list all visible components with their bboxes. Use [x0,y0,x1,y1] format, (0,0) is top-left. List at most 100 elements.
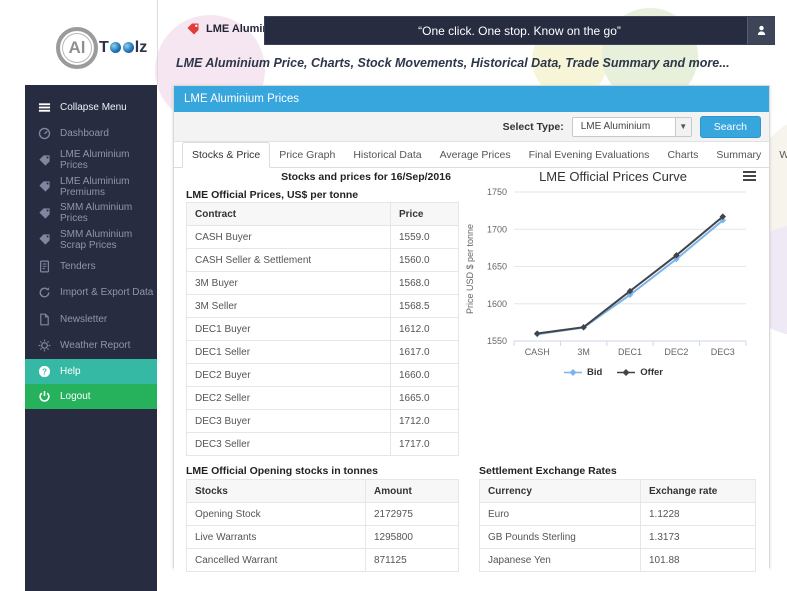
svg-text:DEC1: DEC1 [618,347,642,357]
table-row: Japanese Yen 101.88 [479,548,756,572]
sidebar-item-label: Logout [60,391,91,402]
table-cell: Euro [479,502,641,526]
tab-stocks-and-price[interactable]: Stocks & Price [182,142,271,168]
sidebar-item-smm-aluminium-scrap-prices[interactable]: SMM Aluminium Scrap Prices [25,227,157,254]
table-row: 3M Seller 1568.5 [186,294,459,318]
sidebar-item-label: SMM Aluminium Scrap Prices [60,228,133,251]
search-button[interactable]: Search [699,115,761,138]
sidebar-item-label: Tenders [60,260,96,272]
sidebar-item-newsletter[interactable]: Newsletter [25,306,157,333]
header-divider [157,0,158,85]
table-cell: DEC2 Seller [186,386,391,410]
table-cell: 1.1228 [640,502,756,526]
sidebar-item-lme-aluminium-prices[interactable]: LME Aluminium Prices [25,147,157,174]
tab-wsm[interactable]: WSM [779,149,787,161]
table-row: DEC1 Buyer 1612.0 [186,317,459,341]
tab-average-prices[interactable]: Average Prices [439,149,511,161]
table-row: Euro 1.1228 [479,502,756,526]
table-row: CASH Buyer 1559.0 [186,225,459,249]
power-icon [38,390,51,403]
sidebar-item-label: Newsletter [60,313,108,325]
svg-text:1650: 1650 [487,262,507,272]
user-menu-button[interactable] [747,17,774,44]
table-cell: 1568.5 [390,294,459,318]
table-cell: Live Warrants [186,525,366,549]
tab-charts[interactable]: Charts [667,149,699,161]
tab-content: Stocks and prices for 16/Sep/2016 LME Of… [174,168,769,591]
sidebar-item-logout[interactable]: Logout [25,384,157,409]
sidebar-item-collapse-menu[interactable]: Collapse Menu [25,94,157,121]
table-cell: CASH Buyer [186,225,391,249]
svg-text:DEC2: DEC2 [664,347,688,357]
svg-text:DEC3: DEC3 [711,347,735,357]
table-cell: 2172975 [365,502,459,526]
table-cell: 3M Buyer [186,271,391,295]
main-panel: LME Aluminium Prices Select Type: LME Al… [173,85,787,591]
table-cell: 101.88 [640,548,756,572]
legend-item-offer[interactable]: Offer [616,367,663,378]
table-row: DEC2 Seller 1665.0 [186,386,459,410]
sidebar-item-tenders[interactable]: Tenders [25,253,157,280]
tab-historical-data[interactable]: Historical Data [353,149,422,161]
sidebar-item-help[interactable]: ? Help [25,359,157,384]
chart-title: LME Official Prices Curve [539,169,687,184]
tab-summary[interactable]: Summary [716,149,762,161]
sidebar-item-weather-report[interactable]: Weather Report [25,333,157,360]
question-icon: ? [38,365,51,378]
table-row: DEC1 Seller 1617.0 [186,340,459,364]
sidebar-item-label: Dashboard [60,128,109,140]
prices-table-title: LME Official Prices, US$ per tonne [186,189,359,201]
logo-circle: Al [56,27,98,69]
chart-context-menu-icon[interactable] [743,171,756,183]
table-row: Opening Stock 2172975 [186,502,459,526]
table-cell: GB Pounds Sterling [479,525,641,549]
tag-icon [38,154,51,167]
hamburger-icon [38,101,51,114]
table-row: DEC3 Seller 1717.0 [186,432,459,456]
table-row: GB Pounds Sterling 1.3173 [479,525,756,549]
sidebar-item-dashboard[interactable]: Dashboard [25,121,157,148]
prices-table: Contract Price CASH Buyer 1559.0 CASH Seller… [186,202,459,456]
sidebar-item-label: SMM Aluminium Prices [60,202,133,225]
sidebar-item-label: Weather Report [60,340,131,352]
table-cell: Cancelled Warrant [186,548,366,572]
table-cell: 3M Seller [186,294,391,318]
tab-final-evening-evaluations[interactable]: Final Evening Evaluations [528,149,650,161]
table-cell: DEC3 Buyer [186,409,391,433]
sidebar-item-import-export-data[interactable]: Import & Export Data [25,280,157,307]
rates-table-title: Settlement Exchange Rates [479,465,617,477]
svg-text:1700: 1700 [487,224,507,234]
document-icon [38,260,51,273]
page-subtitle: LME Aluminium Price, Charts, Stock Movem… [176,56,730,70]
sidebar-item-lme-aluminium-premiums[interactable]: LME Aluminium Premiums [25,174,157,201]
table-cell: 871125 [365,548,459,572]
table-row: 3M Buyer 1568.0 [186,271,459,295]
stocks-table: Stocks Amount Opening Stock 2172975 Live War… [186,479,459,572]
table-row: Live Warrants 1295800 [186,525,459,549]
date-heading: Stocks and prices for 16/Sep/2016 [281,171,451,183]
sidebar-item-smm-aluminium-prices[interactable]: SMM Aluminium Prices [25,200,157,227]
type-select[interactable]: LME Aluminium ▼ [571,116,692,137]
chart-plot: 1550 1600 1650 1700 1750 CASH 3M DEC1 DEC2 DEC3 [487,187,747,357]
select-type-label: Select Type: [502,120,564,133]
legend-item-bid[interactable]: Bid [563,367,602,378]
tag-icon [38,180,51,193]
tab-price-graph[interactable]: Price Graph [279,149,336,161]
sidebar-item-label: Import & Export Data [60,287,154,299]
table-cell: 1660.0 [390,363,459,387]
dashboard-icon [38,127,51,140]
table-cell: 1712.0 [390,409,459,433]
table-cell: 1665.0 [390,386,459,410]
table-cell: Japanese Yen [479,548,641,572]
column-header: Stocks [186,479,366,503]
table-cell: DEC2 Buyer [186,363,391,387]
svg-text:3M: 3M [577,347,590,357]
column-header: Price [390,202,459,226]
quote-bar: “One click. One stop. Know on the go” [264,16,775,45]
tag-icon [38,233,51,246]
table-row: Cancelled Warrant 871125 [186,548,459,572]
svg-text:1550: 1550 [487,336,507,346]
table-cell: DEC1 Seller [186,340,391,364]
